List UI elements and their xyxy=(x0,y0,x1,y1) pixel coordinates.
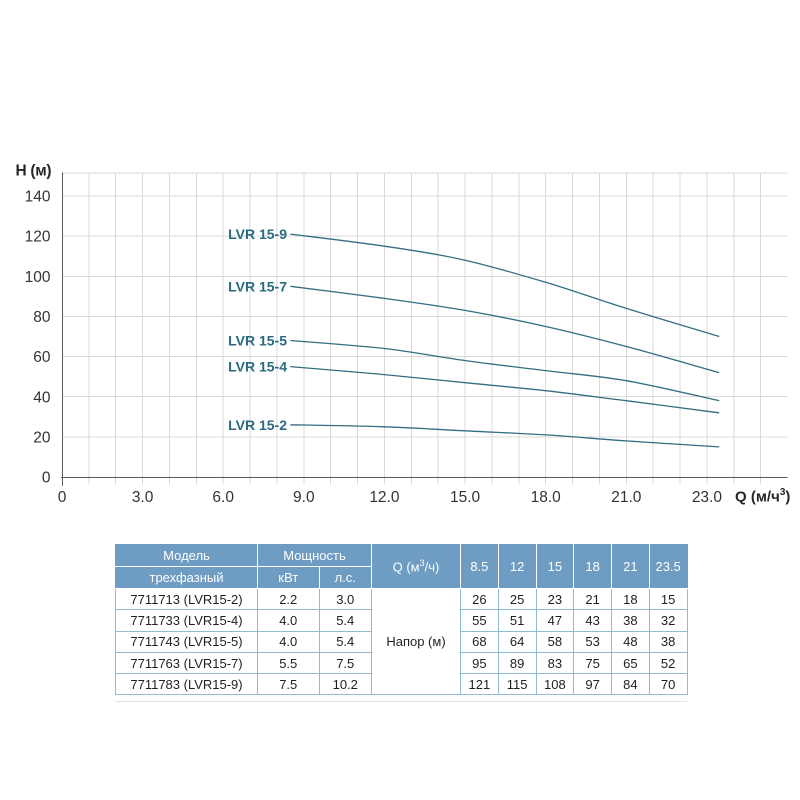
svg-text:80: 80 xyxy=(33,309,51,326)
svg-text:40: 40 xyxy=(33,389,51,406)
svg-text:0: 0 xyxy=(58,489,67,506)
svg-text:20: 20 xyxy=(33,430,51,447)
svg-text:H (м): H (м) xyxy=(16,162,52,179)
svg-text:23.0: 23.0 xyxy=(692,489,723,506)
svg-text:9.0: 9.0 xyxy=(293,489,315,506)
svg-text:120: 120 xyxy=(25,229,51,246)
svg-text:LVR 15-5: LVR 15-5 xyxy=(228,333,287,349)
svg-text:LVR 15-9: LVR 15-9 xyxy=(228,226,287,242)
svg-text:15.0: 15.0 xyxy=(450,489,481,506)
svg-text:12.0: 12.0 xyxy=(369,489,400,506)
svg-text:Q (м/ч3): Q (м/ч3) xyxy=(735,487,790,506)
svg-text:3.0: 3.0 xyxy=(132,489,154,506)
svg-text:100: 100 xyxy=(25,269,51,286)
svg-text:LVR 15-4: LVR 15-4 xyxy=(228,359,287,375)
svg-text:140: 140 xyxy=(25,189,51,206)
svg-text:21.0: 21.0 xyxy=(611,489,642,506)
svg-text:LVR 15-7: LVR 15-7 xyxy=(228,278,287,294)
svg-text:60: 60 xyxy=(33,349,51,366)
svg-text:LVR 15-2: LVR 15-2 xyxy=(228,417,287,433)
svg-text:18.0: 18.0 xyxy=(531,489,562,506)
svg-text:0: 0 xyxy=(42,470,51,487)
svg-text:6.0: 6.0 xyxy=(212,489,234,506)
